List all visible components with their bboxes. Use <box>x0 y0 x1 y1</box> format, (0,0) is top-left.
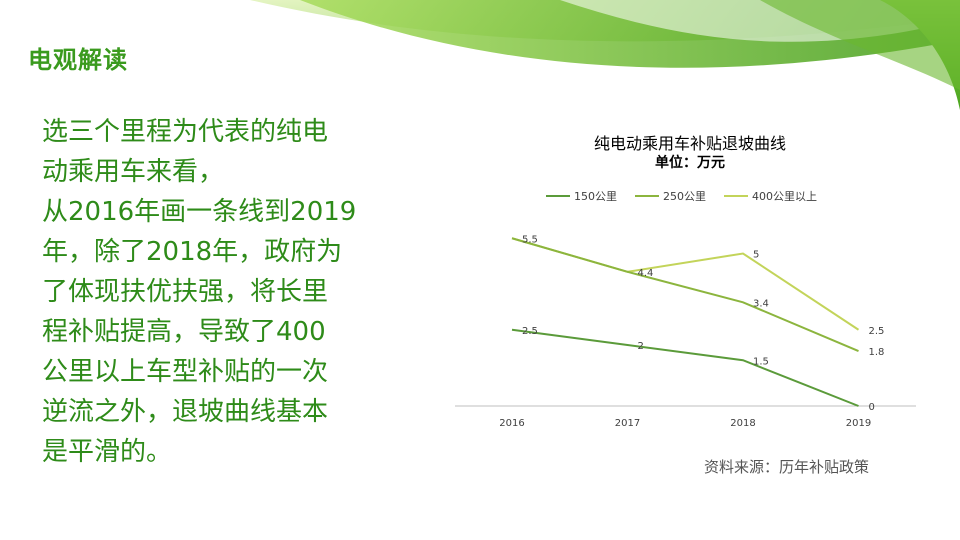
x-tick-label: 2017 <box>615 418 640 429</box>
legend-label: 150公里 <box>574 190 617 203</box>
body-paragraph: 选三个里程为代表的纯电 动乘用车来看， 从2016年画一条线到2019 年，除了… <box>42 112 412 472</box>
body-line: 从2016年画一条线到2019 <box>42 197 357 227</box>
legend-item-250: 250公里 <box>635 188 706 204</box>
chart-legend: 150公里 250公里 400公里以上 <box>546 188 835 204</box>
section-title: 电观解读 <box>28 46 128 74</box>
source-note: 资料来源：历年补贴政策 <box>704 458 870 476</box>
series-line <box>511 237 859 353</box>
body-line: 年，除了2018年，政府为 <box>42 237 343 267</box>
body-line: 公里以上车型补贴的一次 <box>42 357 329 387</box>
x-tick-label: 2016 <box>499 418 524 429</box>
data-label: 2 <box>638 341 644 352</box>
body-line: 是平滑的。 <box>42 437 173 467</box>
legend-item-400: 400公里以上 <box>724 188 817 204</box>
x-tick-label: 2019 <box>846 418 871 429</box>
legend-label: 400公里以上 <box>752 190 817 203</box>
chart-subtitle: 单位：万元 <box>655 155 725 171</box>
series-line <box>511 237 860 331</box>
body-line: 程补贴提高，导致了400 <box>42 317 326 347</box>
data-label: 0 <box>869 402 875 413</box>
body-line: 动乘用车来看， <box>42 157 225 187</box>
data-label: 4.4 <box>638 268 654 279</box>
legend-swatch <box>546 195 570 197</box>
legend-swatch <box>724 195 748 197</box>
data-label: 5.5 <box>522 234 538 245</box>
data-label: 2.5 <box>522 326 538 337</box>
body-line: 了体现扶优扶强，将长里 <box>42 277 329 307</box>
legend-label: 250公里 <box>663 190 706 203</box>
data-label: 3.4 <box>753 298 769 309</box>
body-line: 选三个里程为代表的纯电 <box>42 117 329 147</box>
legend-swatch <box>635 195 659 197</box>
chart-title: 纯电动乘用车补贴退坡曲线 <box>593 134 786 153</box>
body-line: 逆流之外，退坡曲线基本 <box>42 397 329 427</box>
x-tick-label: 2018 <box>730 418 755 429</box>
data-label: 1.8 <box>869 347 885 358</box>
data-label: 5 <box>753 250 759 261</box>
series-line <box>511 328 859 407</box>
data-label: 2.5 <box>869 326 885 337</box>
legend-item-150: 150公里 <box>546 188 617 204</box>
data-label: 1.5 <box>753 356 769 367</box>
